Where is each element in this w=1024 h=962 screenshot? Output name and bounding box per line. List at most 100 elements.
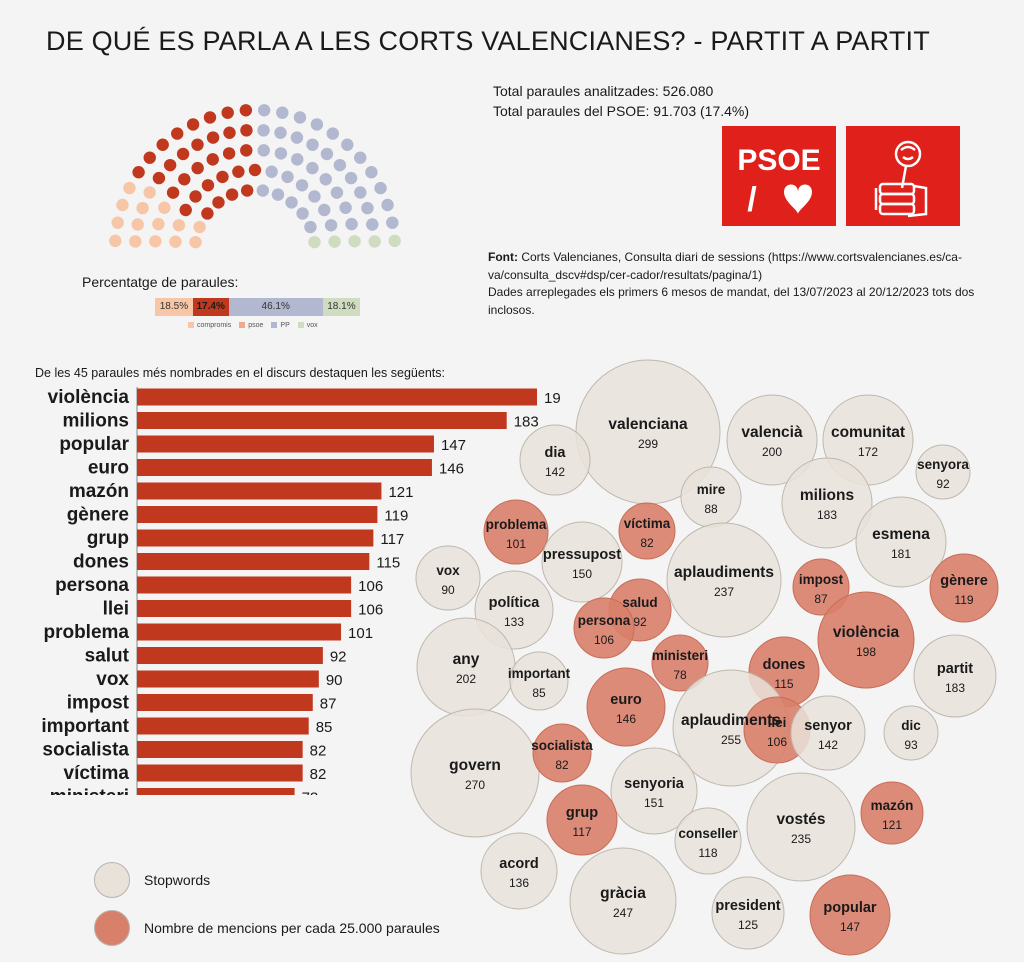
seat-pp [295, 179, 309, 192]
seat-pp [274, 126, 287, 139]
share-legend-label: PP [280, 322, 290, 329]
seat-psoe [176, 147, 190, 161]
bubble-value-label: 235 [791, 832, 811, 846]
seat-pp [293, 111, 307, 124]
bubble-highlight [817, 591, 915, 689]
seat-compromis [193, 220, 206, 234]
bubble-value-label: 247 [613, 906, 633, 920]
bubble-value-label: 183 [945, 681, 965, 695]
bar-value-label: 90 [326, 672, 343, 689]
seat-psoe [223, 126, 236, 139]
psoe-logo-graphic: PSOE / [737, 144, 820, 219]
seat-pp [354, 186, 367, 199]
source-text: Corts Valencianes, Consulta diari de ses… [488, 250, 962, 282]
bar-category-label: mazón [69, 481, 129, 502]
bubble-word-label: senyora [917, 457, 969, 472]
share-legend-compromis: compromis [188, 322, 231, 329]
bubble-stopword [674, 807, 742, 875]
bar-category-label: problema [43, 622, 129, 643]
seat-psoe [156, 138, 169, 151]
seat-pp [366, 218, 379, 231]
seat-pp [276, 106, 289, 119]
heart-icon [784, 184, 812, 214]
seat-psoe [163, 158, 177, 172]
seat-pp [361, 201, 374, 215]
chart-intro: De les 45 paraules més nombrades en el d… [35, 366, 445, 380]
seat-pp [354, 151, 367, 164]
bubble-value-label: 181 [891, 547, 911, 561]
bar [137, 647, 323, 664]
bubble-highlight [586, 667, 666, 747]
bar-category-label: important [41, 716, 129, 737]
bar [137, 506, 378, 523]
seat-pp [326, 127, 339, 140]
share-legend-label: psoe [248, 322, 264, 329]
seat-psoe [191, 161, 204, 175]
swatch-icon [188, 322, 194, 329]
bubble-word-label: senyoria [624, 776, 685, 792]
bubble-word-label: milions [800, 487, 854, 504]
parliament-hemicycle [109, 104, 401, 249]
page-title: DE QUÉ ES PARLA A LES CORTS VALENCIANES?… [46, 26, 930, 56]
bubble-value-label: 82 [640, 536, 654, 550]
share-legend-label: vox [306, 322, 318, 329]
seat-pp [319, 173, 332, 186]
seat-pp [306, 161, 319, 175]
bubble-value-label: 299 [638, 437, 658, 451]
seat-psoe [143, 151, 156, 164]
bubble-stopword [726, 394, 818, 486]
bar-value-label: 87 [320, 696, 337, 713]
seat-pp [265, 165, 278, 178]
seat-pp [374, 181, 387, 195]
bubble-highlight [743, 696, 811, 764]
bar [137, 788, 295, 795]
seat-psoe [222, 147, 236, 160]
bar-value-label: 92 [330, 649, 347, 666]
bar-value-label: 82 [310, 743, 327, 760]
bubble-word-label: gràcia [600, 885, 646, 902]
seat-pp [318, 203, 331, 217]
seat-pp [274, 147, 288, 160]
seat-psoe [240, 184, 254, 197]
bubble-stopword [915, 444, 971, 500]
bar [137, 694, 313, 711]
share-legend-label: compromis [197, 322, 232, 329]
seat-psoe [239, 104, 253, 117]
bubble-word-label: ministeri [652, 648, 708, 663]
share-segment-vox: 18.1% [322, 298, 360, 316]
share-legend-vox: vox [297, 322, 318, 329]
legend-highlight: Nombre de mencions per cada 25.000 parau… [94, 910, 440, 946]
bar [137, 435, 434, 453]
seat-pp [333, 158, 347, 172]
bar-category-label: gènere [67, 505, 129, 526]
psoe-text-logo: PSOE / [722, 126, 836, 226]
bubble-value-label: 183 [817, 508, 837, 522]
seat-compromis [123, 181, 136, 195]
bubble-value-label: 255 [721, 733, 741, 747]
seat-compromis [116, 198, 129, 212]
bar-category-label: llei [103, 599, 129, 620]
bubble-word-label: euro [610, 692, 642, 708]
bubble-word-label: mire [697, 482, 726, 497]
bubble-word-label: valencià [741, 424, 803, 441]
seat-pp [344, 171, 358, 185]
bubble-word-label: llei [768, 715, 787, 730]
bubble-word-label: salud [622, 595, 657, 610]
bubble-value-label: 119 [954, 593, 973, 607]
seat-pp [345, 217, 358, 231]
seat-psoe [216, 170, 229, 184]
bubble-highlight [573, 597, 635, 659]
bubble-value-label: 117 [572, 825, 591, 839]
bar-value-label: 146 [439, 461, 464, 478]
legend-stopword-swatch [94, 862, 130, 898]
seat-psoe [248, 163, 262, 177]
seat-pp [271, 188, 285, 201]
seat-psoe [206, 131, 220, 144]
bar-value-label: 106 [358, 602, 383, 619]
seat-compromis [169, 235, 182, 248]
bubble-word-label: president [715, 898, 780, 914]
word-share-bar: 18.5% 17.4% 46.1% 18.1% [155, 298, 360, 316]
seat-pp [306, 138, 319, 151]
seat-pp [281, 170, 294, 184]
bubble-highlight [748, 636, 820, 708]
